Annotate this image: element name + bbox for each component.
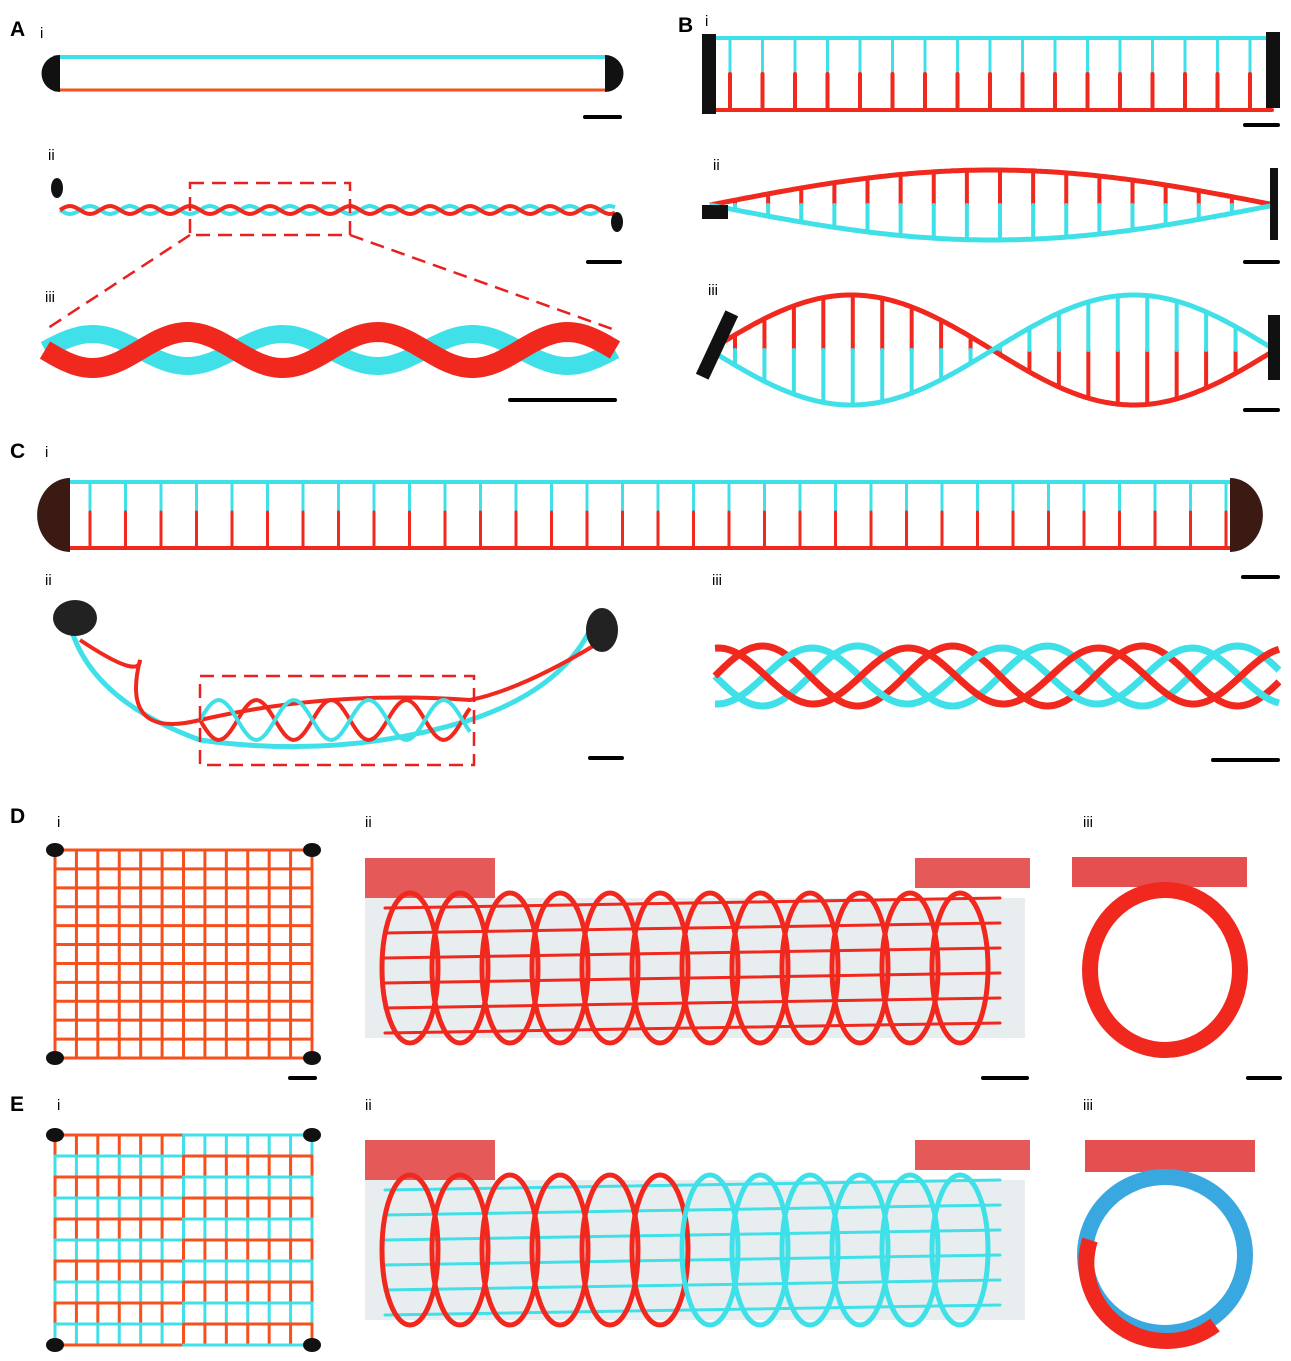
corner-clamp [303, 1051, 321, 1065]
panel-label: A [10, 18, 25, 41]
end-cap [702, 34, 716, 114]
corner-clamp [303, 843, 321, 857]
rod [365, 898, 1025, 1038]
subpanel-label: ii [365, 814, 372, 831]
end-cap [586, 608, 618, 652]
zoom-box [200, 676, 474, 765]
subpanel-label: i [705, 13, 708, 30]
strand [200, 700, 470, 740]
end-cap [1266, 32, 1280, 108]
subpanel-label: i [57, 1097, 60, 1114]
subpanel-label: iii [708, 282, 718, 299]
end-cap [51, 178, 63, 198]
end-cap [702, 205, 728, 219]
corner-clamp [46, 843, 64, 857]
end-cap [37, 478, 70, 552]
corner-clamp [303, 1128, 321, 1142]
zoom-box [350, 235, 615, 330]
subpanel-label: i [40, 25, 43, 42]
subpanel-label: iii [1083, 1097, 1093, 1114]
artwork [37, 32, 1280, 1352]
clamp [915, 858, 1030, 888]
strand [710, 205, 1274, 240]
subpanel-label: iii [45, 289, 55, 306]
panel-label: E [10, 1093, 24, 1116]
end-cap [42, 55, 60, 92]
end-cap [696, 310, 738, 379]
subpanel-label: ii [48, 147, 55, 164]
subpanel-label: ii [45, 572, 52, 589]
corner-clamp [46, 1128, 64, 1142]
end-cap [1270, 168, 1278, 240]
strand [715, 646, 1279, 706]
end-cap [1268, 315, 1280, 380]
subpanel-label: ii [365, 1097, 372, 1114]
clamp [365, 1140, 495, 1180]
zoom-box [45, 235, 190, 330]
end-cap [1230, 478, 1263, 552]
clamp [365, 858, 495, 898]
strand [200, 700, 470, 740]
subpanel-label: ii [713, 157, 720, 174]
corner-clamp [303, 1338, 321, 1352]
subpanel-label: iii [1083, 814, 1093, 831]
end-cap [605, 55, 623, 92]
subpanel-label: i [45, 444, 48, 461]
end-cap [53, 600, 97, 636]
panel-label: B [678, 14, 693, 37]
panel-label: D [10, 805, 25, 828]
corner-clamp [46, 1338, 64, 1352]
zoom-box [190, 183, 350, 235]
subpanel-label: iii [712, 572, 722, 589]
end-cap [611, 212, 623, 232]
corner-clamp [46, 1051, 64, 1065]
clamp [1085, 1140, 1255, 1172]
strand [80, 640, 595, 724]
figure: A i ii iii B i ii iii C i ii iii D i ii … [0, 0, 1291, 1361]
panel-label: C [10, 440, 25, 463]
ring [1090, 890, 1240, 1050]
subpanel-label: i [57, 814, 60, 831]
clamp [915, 1140, 1030, 1170]
strand [710, 170, 1274, 205]
rod [365, 1180, 1025, 1320]
